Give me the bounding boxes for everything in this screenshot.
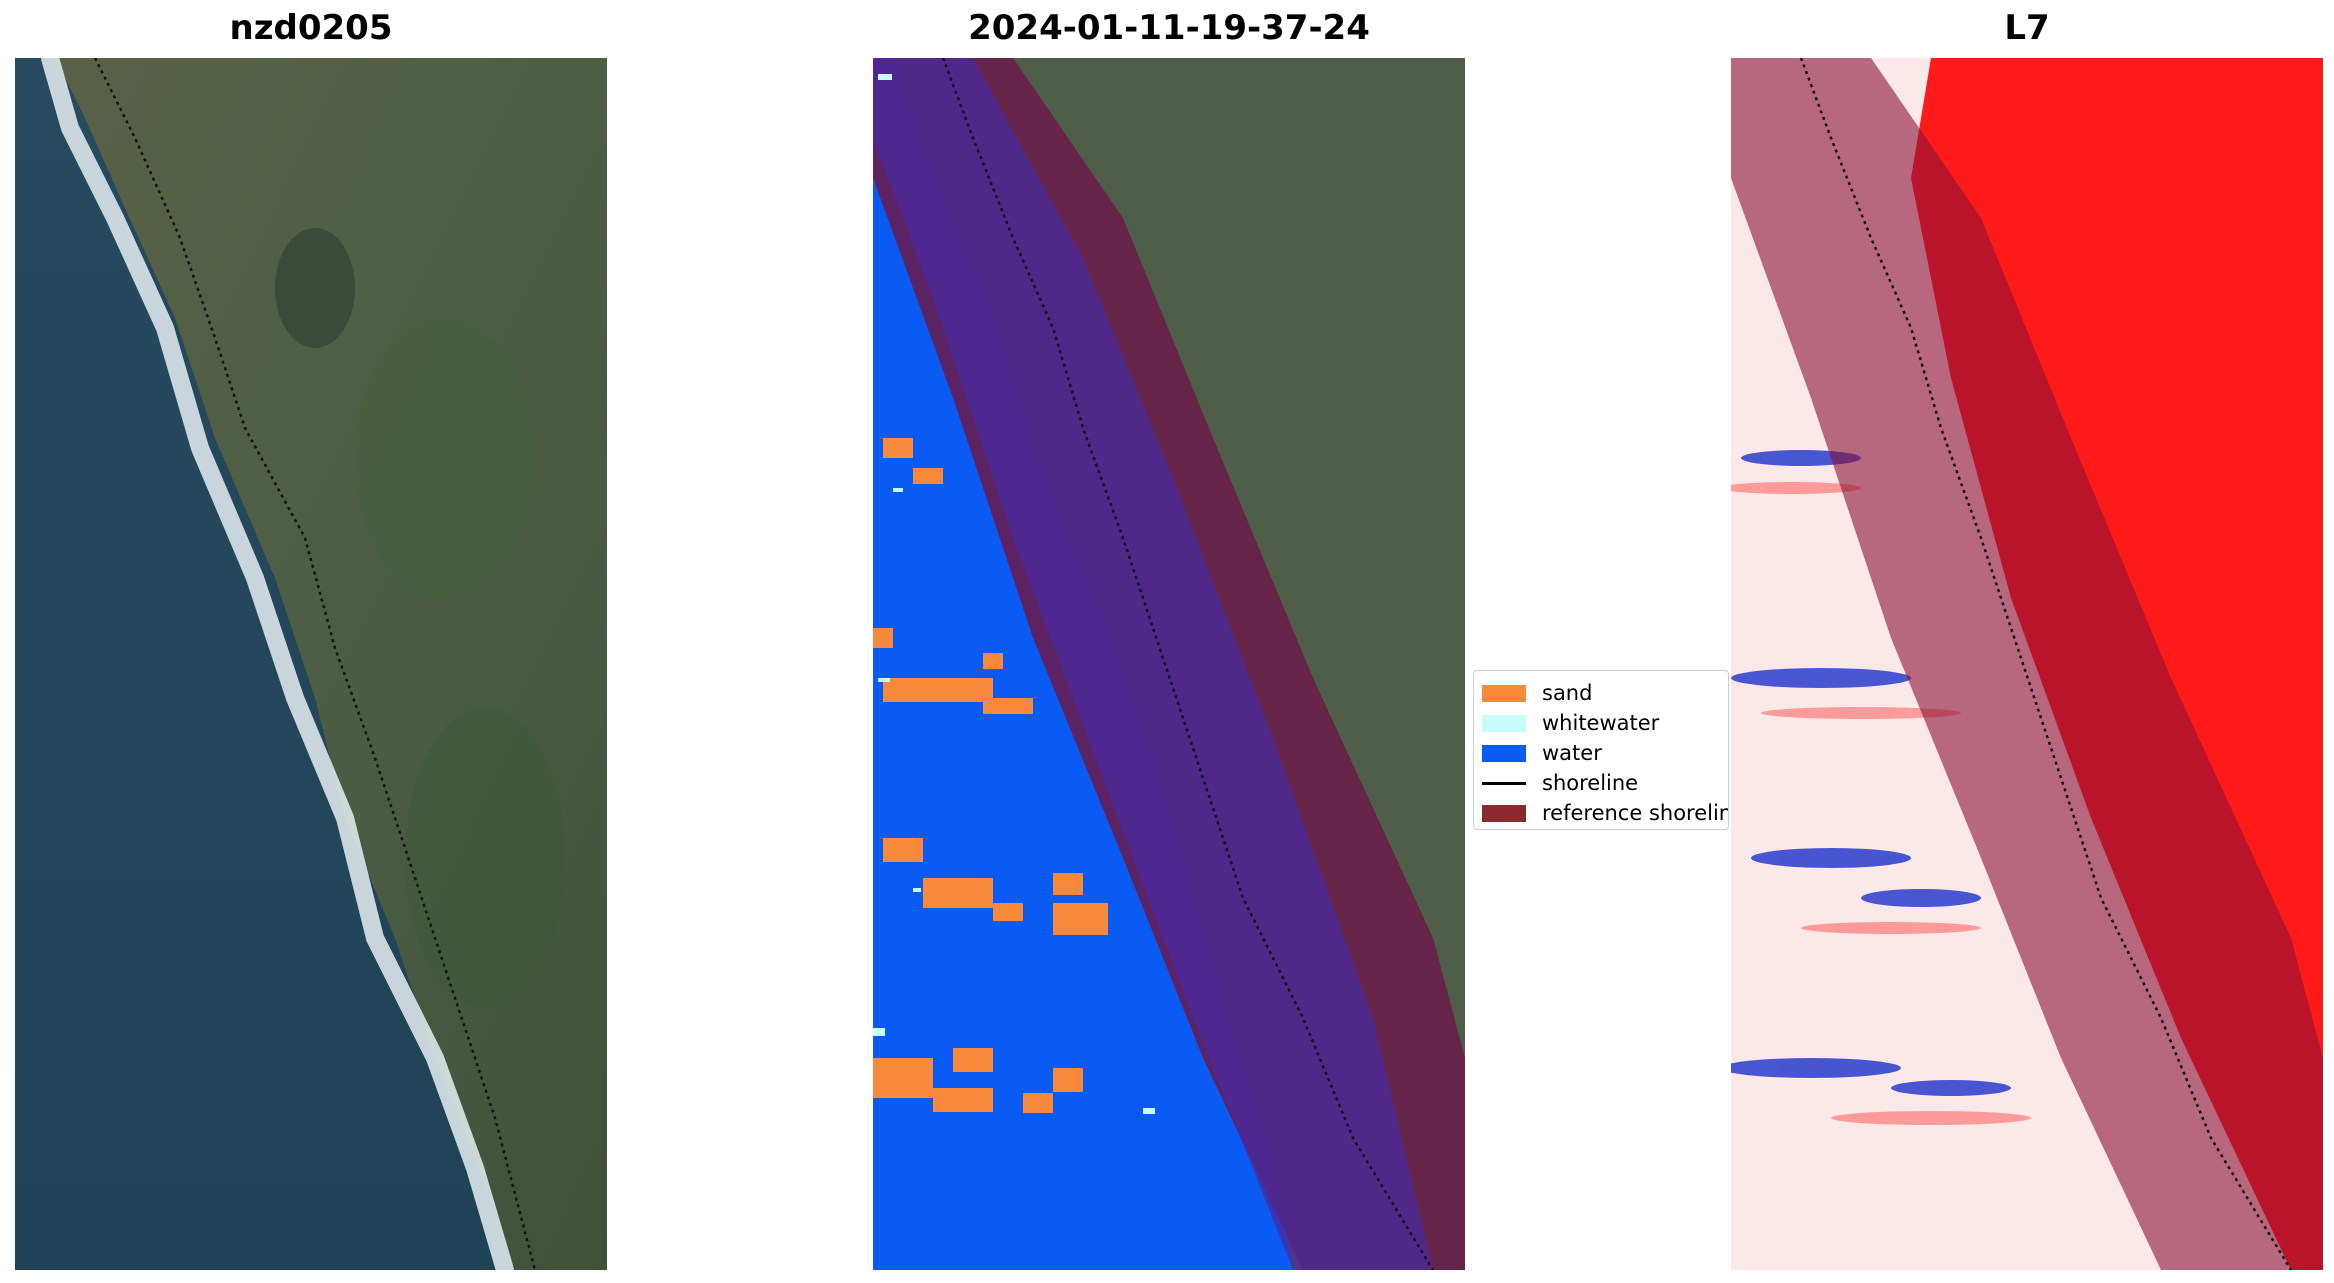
index-panel	[1731, 58, 2323, 1270]
whitewater-pixels	[873, 74, 1155, 1114]
legend-swatch-water	[1482, 744, 1526, 762]
legend-item-whitewater: whitewater	[1482, 711, 1659, 735]
index-positive-streaks	[1731, 482, 2031, 1125]
rgb-image-panel	[15, 58, 607, 1270]
legend: sand whitewater water shoreline referenc…	[1473, 670, 1729, 830]
panel-title-rgb: nzd0205	[229, 8, 393, 48]
legend-label-whitewater: whitewater	[1542, 711, 1660, 735]
reference-buffer-inner	[873, 58, 1433, 1270]
rgb-satellite-image	[15, 58, 607, 1270]
legend-label-water: water	[1542, 741, 1602, 765]
legend-swatch-sand	[1482, 684, 1526, 702]
hill-vegetation	[355, 318, 535, 598]
legend-swatch-whitewater	[1482, 714, 1526, 732]
legend-item-reference-shoreline: reference shoreline	[1482, 801, 1729, 825]
legend-swatch-reference-shoreline	[1482, 804, 1526, 822]
legend-swatch-shoreline	[1482, 781, 1526, 785]
index-negative-streaks	[1731, 450, 2011, 1096]
shoreline-dotted	[93, 58, 537, 1270]
legend-item-shoreline: shoreline	[1482, 771, 1638, 795]
sand-patches	[873, 438, 1108, 1113]
index-map	[1731, 58, 2323, 1270]
panel-title-index: L7	[2004, 8, 2050, 48]
legend-item-water: water	[1482, 741, 1602, 765]
legend-label-reference-shoreline: reference shoreline	[1542, 801, 1729, 825]
classification-map	[873, 58, 1465, 1270]
legend-item-sand: sand	[1482, 681, 1592, 705]
shoreline-dotted	[1799, 58, 2293, 1270]
panel-title-classification: 2024-01-11-19-37-24	[968, 8, 1370, 48]
surf-zone	[41, 58, 514, 1270]
classification-panel	[873, 58, 1465, 1270]
dark-vegetation	[275, 228, 355, 348]
hill-vegetation-2	[405, 708, 565, 1008]
shoreline-dotted	[941, 58, 1435, 1270]
legend-label-sand: sand	[1542, 681, 1593, 705]
reference-shoreline-buffer	[1731, 58, 2323, 1270]
legend-label-shoreline: shoreline	[1542, 771, 1639, 795]
